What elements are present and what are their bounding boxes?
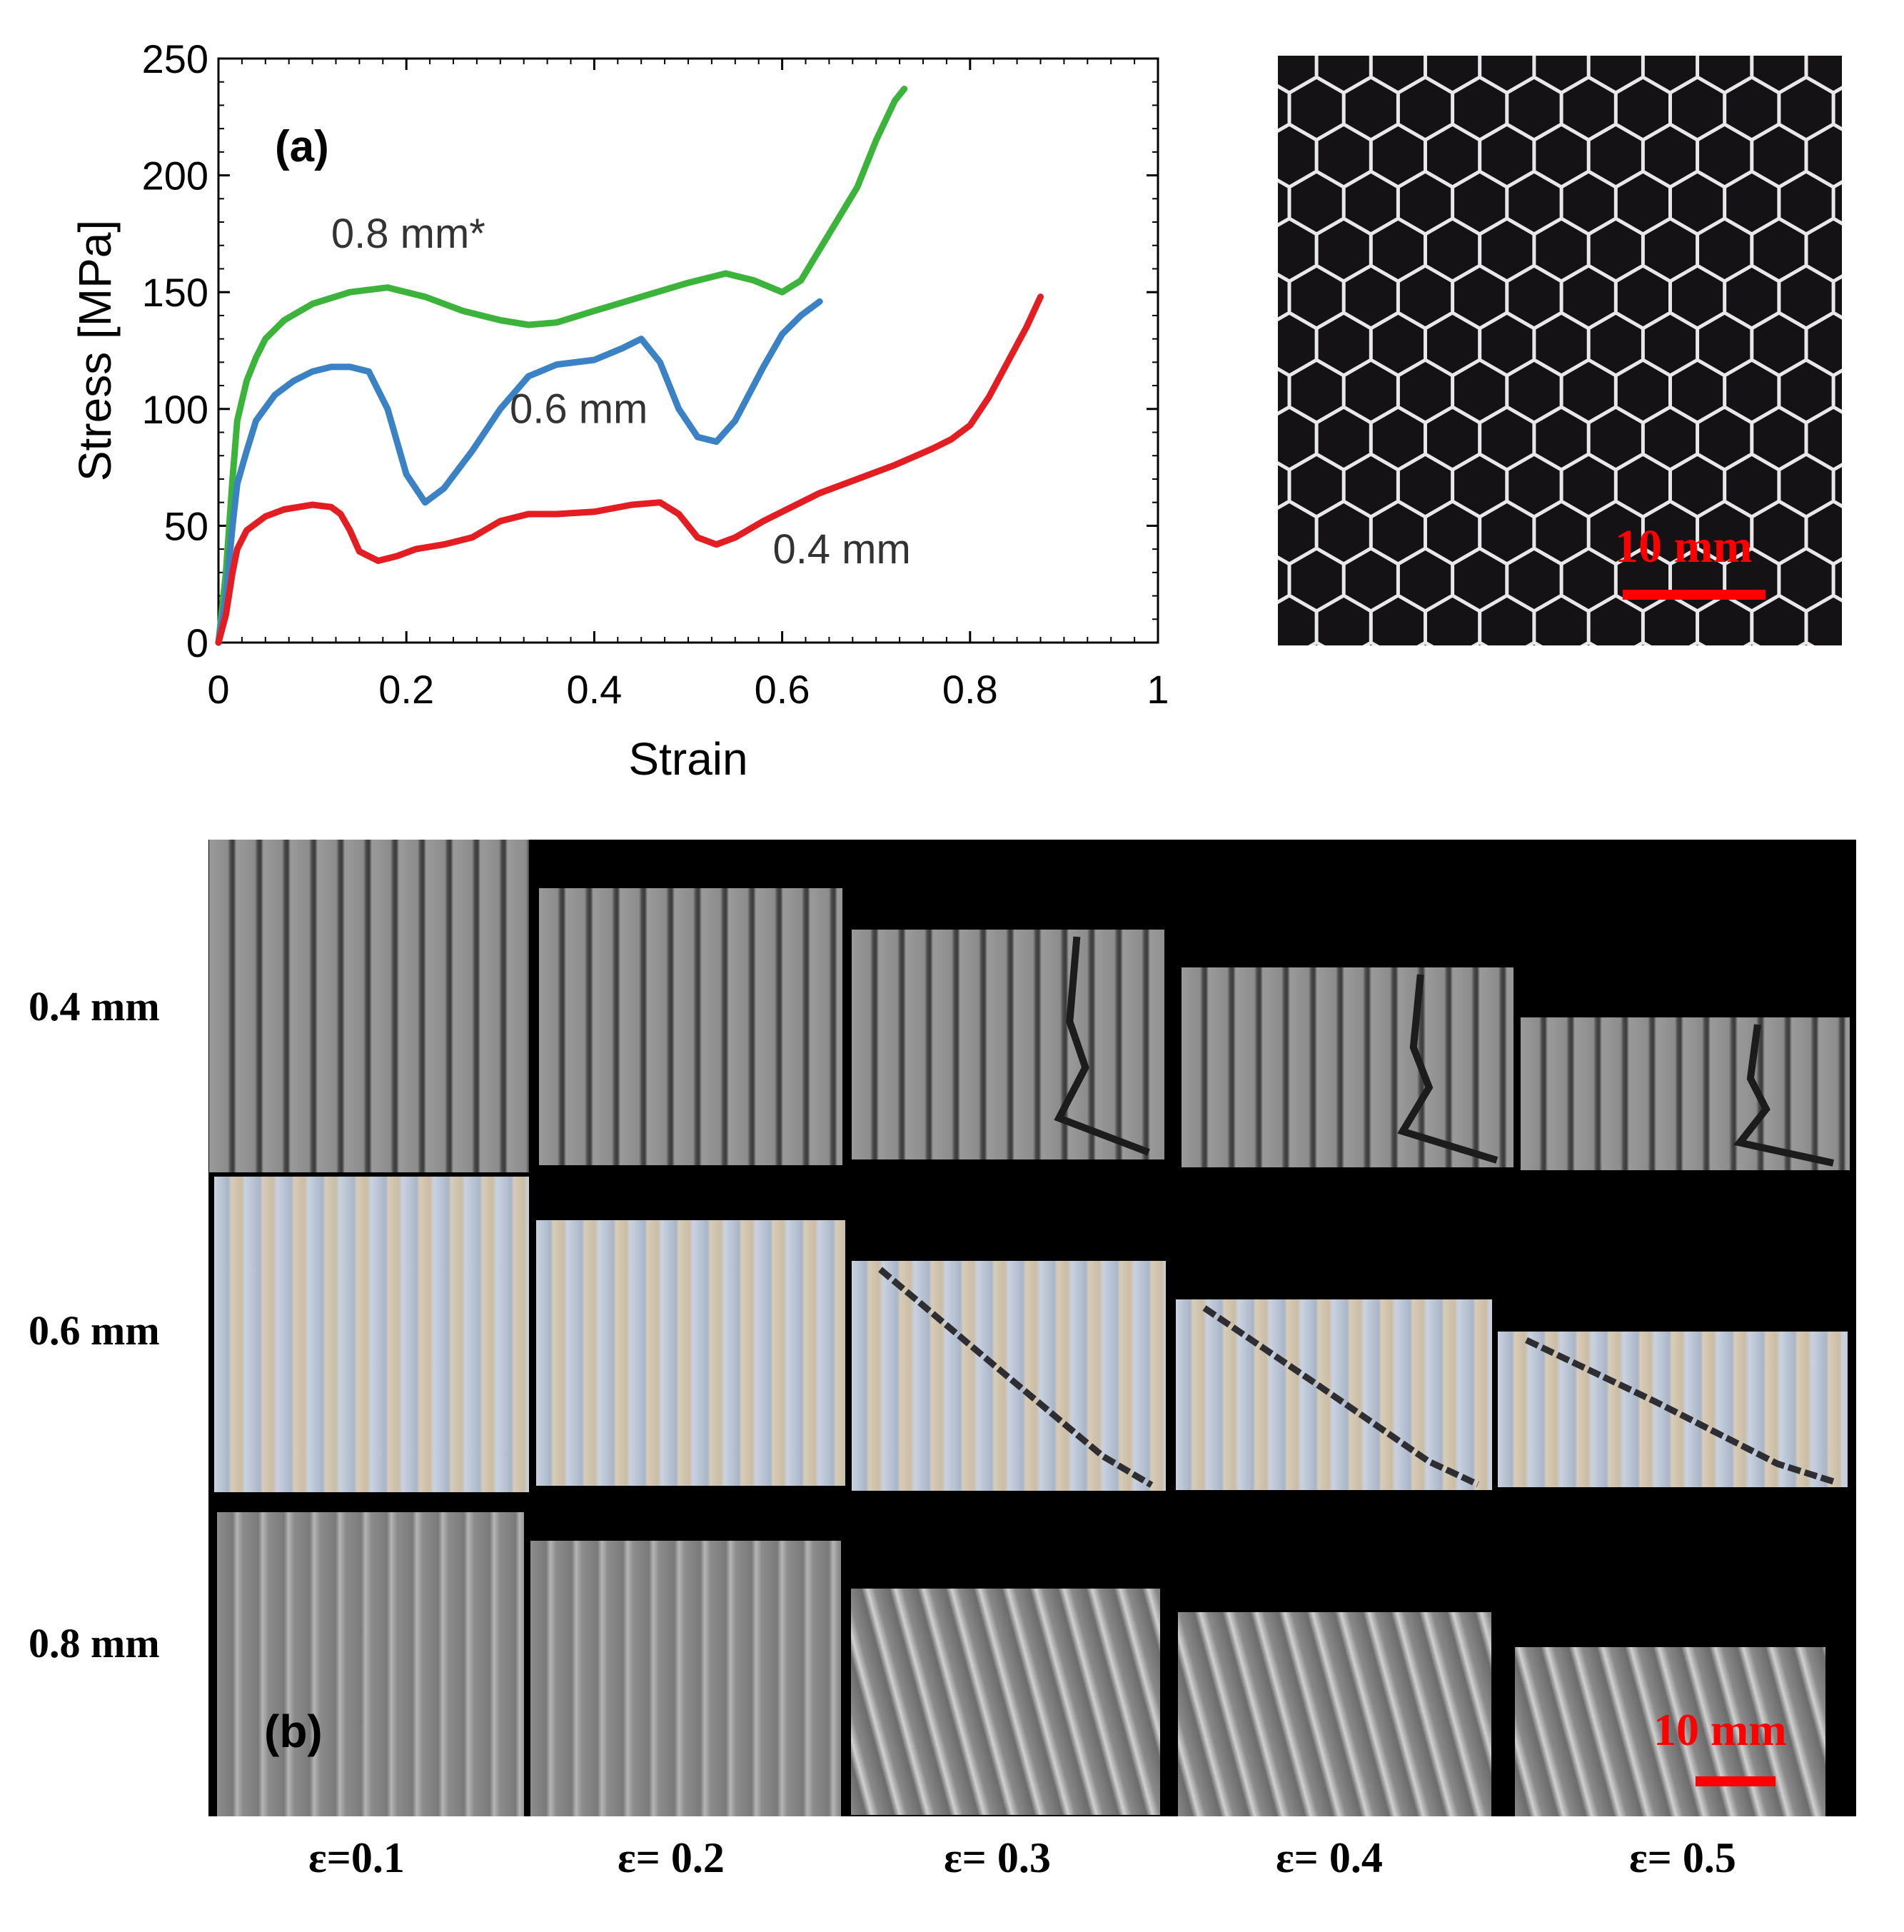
x-axis-label: Strain xyxy=(628,733,747,785)
deformation-image-grid xyxy=(208,840,1856,1816)
shear-band xyxy=(878,1267,1154,1488)
y-tick-label: 50 xyxy=(164,503,208,548)
series-label-2: 0.4 mm xyxy=(772,526,910,573)
tile-overlay xyxy=(1525,1337,1835,1485)
panel-a-label: (a) xyxy=(275,122,329,171)
deformation-photo-4 xyxy=(1521,1017,1850,1170)
series-label-0: 0.8 mm* xyxy=(331,211,485,257)
series-line-2 xyxy=(215,293,1044,646)
strain-label-0-1: ε=0.1 xyxy=(308,1834,405,1881)
honeycomb-specimen-image xyxy=(1278,56,1842,645)
deformation-photo-13 xyxy=(1178,1612,1491,1816)
deformation-photo-8 xyxy=(1176,1299,1492,1490)
x-tick-label: 0 xyxy=(207,667,229,712)
honeycomb-cells xyxy=(1278,56,1842,645)
deformation-photo-12 xyxy=(851,1589,1160,1815)
x-tick-label: 0.6 xyxy=(755,667,810,712)
panel-b-scale-label: 10 mm xyxy=(1653,1704,1787,1755)
shear-band xyxy=(1202,1305,1479,1488)
tile-overlay xyxy=(209,840,529,1172)
tile-overlay xyxy=(217,1512,524,1816)
tile-overlay xyxy=(1397,974,1498,1164)
row-label-0-8mm: 0.8 mm xyxy=(29,1620,160,1666)
y-tick-label: 100 xyxy=(142,387,208,432)
panel-b-scale-bar xyxy=(1696,1776,1775,1786)
deformation-photo-1 xyxy=(539,888,842,1165)
tile-overlay xyxy=(851,1589,1160,1815)
deformation-photo-10 xyxy=(217,1512,524,1816)
x-tick-label: 1 xyxy=(1147,667,1169,712)
y-tick-label: 0 xyxy=(186,620,208,665)
y-axis-label: Stress [MPa] xyxy=(69,220,121,481)
deformation-photo-0 xyxy=(209,840,529,1172)
stress-strain-chart: 0 0.2 0.4 0.6 0.8 1 0 50 100 150 200 250 0.8 mm* 0.6… xyxy=(69,36,1169,785)
honeycomb-scale-label: 10 mm xyxy=(1615,520,1753,573)
series-labels: 0.8 mm* 0.6 mm 0.4 mm xyxy=(331,211,911,573)
shear-band xyxy=(1525,1337,1835,1485)
tile-overlay xyxy=(214,1177,529,1492)
y-tick-label: 150 xyxy=(142,270,208,315)
tile-overlay xyxy=(1178,1612,1491,1816)
y-tick-label: 250 xyxy=(142,36,208,81)
deformation-photo-6 xyxy=(536,1220,845,1486)
row-label-0-6mm: 0.6 mm xyxy=(29,1307,160,1354)
series-line-0 xyxy=(215,86,908,646)
strain-label-0-4: ε= 0.4 xyxy=(1276,1834,1383,1881)
deformation-photo-2 xyxy=(852,930,1164,1159)
row-label-0-4mm: 0.4 mm xyxy=(29,983,160,1030)
x-tick-label: 0.2 xyxy=(378,667,434,712)
deformation-photo-9 xyxy=(1498,1332,1848,1487)
tile-overlay xyxy=(536,1220,845,1486)
x-tick-label: 0.4 xyxy=(566,667,622,712)
deformation-photo-3 xyxy=(1182,967,1513,1167)
series-line-1 xyxy=(215,298,823,646)
panel-b-label: (b) xyxy=(264,1706,323,1757)
crack-band xyxy=(1733,1024,1835,1167)
tile-overlay xyxy=(1054,936,1150,1156)
strain-label-0-3: ε= 0.3 xyxy=(944,1834,1051,1881)
x-tick-label: 0.8 xyxy=(942,667,998,712)
series-label-1: 0.6 mm xyxy=(510,386,648,432)
deformation-photo-7 xyxy=(852,1261,1166,1491)
axis-ticks: 0 0.2 0.4 0.6 0.8 1 0 50 100 150 200 250 xyxy=(142,36,1169,712)
tile-overlay xyxy=(878,1267,1154,1488)
tile-overlay xyxy=(1733,1024,1835,1167)
tile-overlay xyxy=(530,1541,841,1816)
crack-band xyxy=(1397,974,1498,1164)
deformation-photo-14 xyxy=(1515,1647,1825,1816)
series-lines xyxy=(215,86,1044,646)
honeycomb-scale-bar xyxy=(1623,590,1766,600)
strain-label-0-2: ε= 0.2 xyxy=(618,1834,725,1881)
crack-band xyxy=(1054,936,1150,1156)
deformation-photo-11 xyxy=(530,1541,841,1816)
tile-overlay xyxy=(539,888,842,1165)
strain-label-0-5: ε= 0.5 xyxy=(1629,1834,1736,1881)
deformation-photo-5 xyxy=(214,1177,529,1492)
y-tick-label: 200 xyxy=(142,154,208,198)
tile-overlay xyxy=(1202,1305,1479,1488)
